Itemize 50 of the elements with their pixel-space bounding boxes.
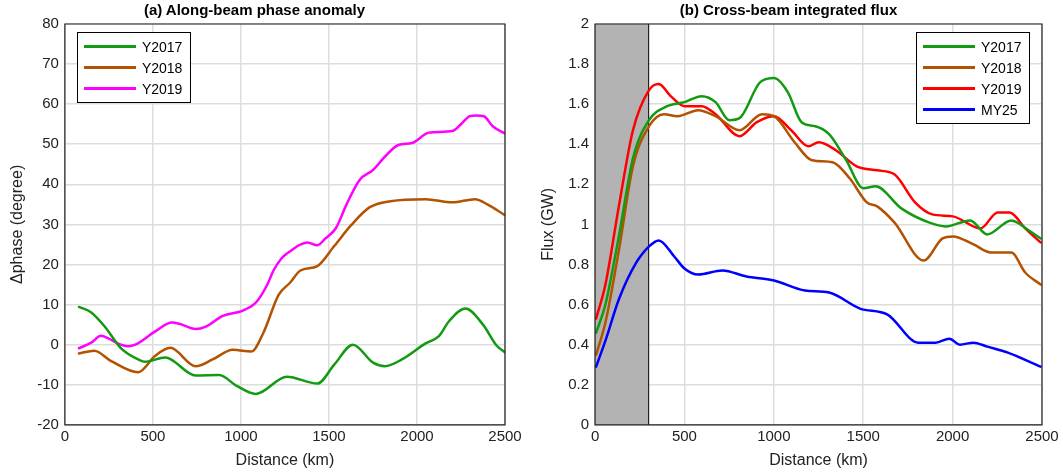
x-tick-label: 2500	[1025, 426, 1059, 444]
legend-label: Y2019	[141, 80, 183, 97]
x-tick-label: 2000	[400, 426, 434, 444]
x-tick-label: 1500	[846, 426, 880, 444]
line-series	[595, 239, 1042, 368]
y-tick-label: 2	[580, 14, 590, 32]
x-tick-label: 2000	[935, 426, 970, 444]
line-series	[77, 305, 505, 396]
y-tick-label: 0.8	[568, 254, 590, 272]
legend-label: Y2019	[981, 80, 1022, 97]
x-tick-label: 500	[140, 426, 166, 444]
y-tick-label: 40	[42, 174, 59, 192]
x-axis-title: Distance (km)	[235, 450, 335, 468]
y-tick-label: 20	[42, 254, 59, 272]
y-tick-label: -10	[37, 374, 59, 392]
y-tick-label: 1.6	[568, 94, 590, 112]
legend-label: Y2017	[981, 38, 1022, 55]
y-tick-label: 1.2	[568, 174, 590, 192]
x-tick-label: 2500	[488, 426, 522, 444]
y-tick-label: 0.4	[568, 334, 590, 352]
y-tick-label: 50	[42, 134, 59, 152]
y-axis-title: Δphase (degree)	[8, 164, 26, 284]
y-tick-label: 1.8	[568, 54, 590, 72]
y-tick-label: 70	[42, 54, 59, 72]
x-axis-title: Distance (km)	[769, 450, 868, 468]
y-axis-title: Flux (GW)	[539, 187, 557, 261]
x-tick-label: 1000	[224, 426, 258, 444]
y-tick-label: 30	[42, 214, 59, 232]
y-tick-label: 0	[50, 334, 59, 352]
line-series	[77, 114, 505, 350]
x-tick-label: 0	[60, 426, 70, 444]
y-tick-label: 80	[42, 14, 59, 32]
y-tick-label: 10	[42, 294, 59, 312]
x-tick-label: 1000	[757, 426, 791, 444]
x-tick-label: 500	[671, 426, 697, 444]
y-tick-label: 1.4	[568, 134, 590, 152]
line-series	[77, 197, 505, 374]
legend-label: Y2018	[981, 59, 1022, 76]
legend-label: Y2018	[141, 59, 183, 76]
legend-label: MY25	[981, 101, 1018, 118]
chart-title: (b) Cross-beam integrated flux	[679, 1, 898, 19]
y-tick-label: 0.6	[568, 294, 590, 312]
x-tick-label: 1500	[312, 426, 346, 444]
legend-label: Y2017	[141, 38, 183, 55]
y-tick-label: 1	[580, 214, 590, 232]
y-tick-label: 60	[42, 94, 59, 112]
y-tick-label: 0	[580, 414, 590, 432]
y-tick-label: -20	[37, 414, 59, 432]
chart-title: (a) Along-beam phase anomaly	[143, 1, 366, 19]
y-tick-label: 0.2	[568, 374, 590, 392]
